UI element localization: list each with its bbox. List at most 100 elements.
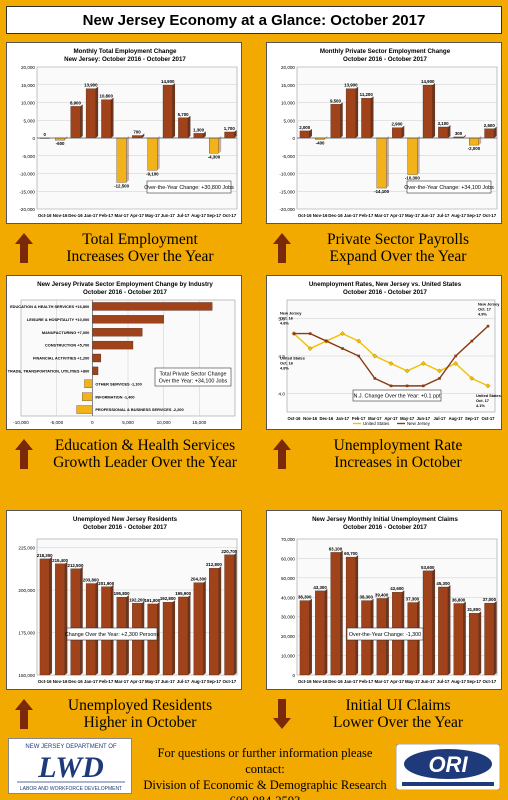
data-label: 43,300 bbox=[313, 585, 327, 590]
bar-side bbox=[218, 136, 222, 154]
caption-line-2: Growth Leader Over the Year bbox=[53, 454, 237, 471]
data-label: -600 bbox=[56, 141, 65, 146]
bar bbox=[224, 131, 235, 139]
annotation-text: Over-the-Year Change: +34,100 Jobs bbox=[404, 185, 494, 191]
y-tick-label: -5,000 bbox=[22, 154, 35, 159]
us-point bbox=[485, 383, 491, 389]
bar bbox=[82, 392, 93, 401]
x-tick-label: Sep-17 bbox=[207, 679, 222, 684]
data-label: 39,400 bbox=[375, 592, 389, 597]
x-tick-label: -10,000 bbox=[13, 420, 29, 425]
annotation-box bbox=[154, 367, 232, 387]
y-tick-label: 20,000 bbox=[281, 634, 295, 639]
point-label: 4.1% bbox=[476, 403, 485, 408]
bar-side bbox=[401, 125, 405, 138]
x-tick-label: 10,000 bbox=[157, 420, 171, 425]
caption-initial-claims: Initial UI Claims Lower Over the Year bbox=[272, 697, 498, 731]
bar bbox=[101, 99, 112, 139]
x-tick-label: Nov-16 bbox=[53, 213, 68, 218]
y-tick-label: 15,000 bbox=[281, 83, 295, 88]
bar-side bbox=[203, 580, 206, 675]
unemployment-rate-chart: Unemployment Rates, New Jersey vs. Unite… bbox=[266, 275, 502, 430]
bar bbox=[84, 379, 93, 388]
y-tick-label: 5.0 bbox=[278, 317, 285, 323]
bar bbox=[92, 315, 164, 324]
x-tick-label: Apr-17 bbox=[130, 679, 144, 684]
annotation-text: Over-the-Year Change: +30,800 Jobs bbox=[144, 185, 234, 191]
arrow-up-icon bbox=[15, 699, 33, 729]
chart-title: New Jersey Private Sector Employment Cha… bbox=[37, 281, 213, 288]
bar bbox=[422, 84, 433, 139]
y-tick-label: -20,000 bbox=[19, 207, 35, 212]
bar-side bbox=[234, 552, 237, 675]
nj-point bbox=[357, 354, 360, 358]
point-label: United States bbox=[476, 393, 501, 398]
bar-side bbox=[494, 126, 497, 138]
x-tick-label: Mar-17 bbox=[368, 416, 382, 421]
bar bbox=[162, 84, 173, 139]
arrow-down-icon bbox=[273, 699, 291, 729]
bar bbox=[376, 137, 387, 189]
bar bbox=[453, 603, 464, 676]
bar-side bbox=[187, 594, 191, 675]
bar bbox=[392, 127, 402, 139]
category-label: PROFESSIONAL & BUSINESS SERVICES -2,200 bbox=[95, 407, 183, 412]
y-tick-label: 60,000 bbox=[281, 556, 295, 561]
data-label: 42,600 bbox=[390, 586, 404, 591]
legend-label-nj: New Jersey bbox=[407, 421, 431, 426]
x-tick-label: Oct-17 bbox=[222, 679, 236, 684]
y-tick-label: 0 bbox=[292, 673, 295, 678]
x-tick-label: Nov-16 bbox=[313, 213, 328, 218]
ori-logo: ORI bbox=[395, 743, 501, 791]
point-label: Oct. 16 bbox=[280, 361, 294, 366]
x-tick-label: Jun-17 bbox=[417, 416, 431, 421]
x-tick-label: Nov-16 bbox=[303, 416, 318, 421]
bar-side bbox=[80, 566, 83, 675]
x-tick-label: May-17 bbox=[145, 213, 160, 218]
x-tick-label: Sep-17 bbox=[207, 213, 222, 218]
bar-side bbox=[187, 115, 191, 138]
caption-unemployed-residents: Unemployed Residents Higher in October bbox=[14, 697, 240, 731]
x-tick-label: Dec-16 bbox=[68, 679, 83, 684]
arrow-up-icon bbox=[15, 233, 33, 263]
caption-line-2: Lower Over the Year bbox=[333, 714, 463, 731]
data-label: 2,600 bbox=[484, 123, 496, 128]
bar-side bbox=[309, 598, 312, 675]
legend-label-us: United States bbox=[363, 421, 390, 426]
x-tick-label: Oct-16 bbox=[298, 679, 312, 684]
x-tick-label: Sep-17 bbox=[467, 679, 482, 684]
bar-side bbox=[203, 131, 206, 138]
data-label: 1,700 bbox=[224, 126, 236, 131]
us-point bbox=[307, 346, 313, 351]
annotation-box bbox=[66, 627, 158, 641]
data-label: 191,800 bbox=[144, 598, 160, 603]
x-tick-label: Oct-16 bbox=[287, 416, 301, 421]
x-tick-label: Aug-17 bbox=[191, 679, 206, 684]
bar-side bbox=[417, 136, 420, 175]
point-label: 4.9% bbox=[478, 311, 487, 316]
data-label: 37,300 bbox=[406, 597, 420, 602]
x-tick-label: Feb-17 bbox=[359, 679, 374, 684]
caption-total-employment: Total Employment Increases Over the Year bbox=[14, 231, 240, 265]
x-tick-label: Sep-17 bbox=[467, 213, 482, 218]
y-tick-label: 40,000 bbox=[281, 595, 295, 600]
data-label: 8,900 bbox=[70, 100, 82, 105]
x-tick-label: Mar-17 bbox=[375, 213, 390, 218]
x-tick-label: Oct-17 bbox=[482, 213, 496, 218]
data-label: 212,500 bbox=[68, 563, 84, 568]
bar-side bbox=[340, 102, 343, 138]
bar bbox=[438, 126, 449, 139]
x-tick-label: Jan-17 bbox=[344, 679, 358, 684]
x-tick-label: Jan-17 bbox=[336, 416, 350, 421]
nj-point bbox=[438, 377, 441, 380]
x-tick-label: Oct-16 bbox=[38, 213, 52, 218]
bar bbox=[178, 596, 189, 676]
data-label: 53,600 bbox=[421, 565, 435, 570]
chart-subtitle: October 2016 - October 2017 bbox=[343, 289, 427, 296]
nj-point bbox=[308, 332, 312, 335]
x-tick-label: Dec-16 bbox=[328, 679, 343, 684]
data-label: 195,800 bbox=[114, 591, 130, 596]
x-tick-label: Jun-17 bbox=[421, 213, 436, 218]
bar bbox=[209, 568, 219, 676]
arrow-up-icon bbox=[273, 233, 291, 263]
